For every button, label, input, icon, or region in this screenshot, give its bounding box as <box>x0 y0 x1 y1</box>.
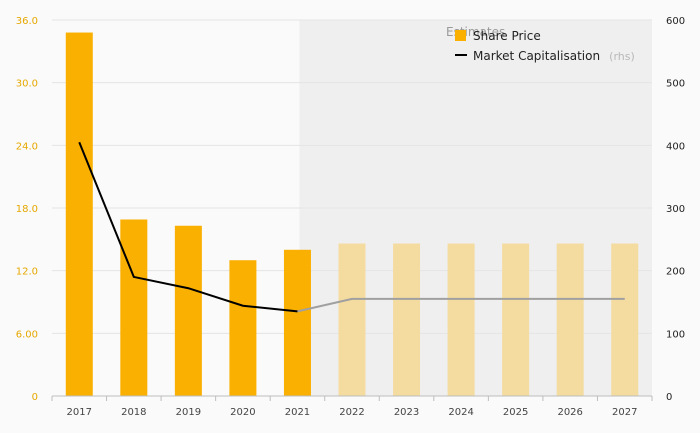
axes: 2017 2018 2019 2020 2021 2022 2023 2024 2025 2026… <box>16 16 685 418</box>
x-tick-label: 2018 <box>121 407 146 418</box>
right-tick-label: 100 <box>666 329 685 340</box>
right-tick-label: 300 <box>666 204 685 215</box>
share-price-bar <box>283 249 311 396</box>
legend-label-share-price: Share Price <box>473 29 541 43</box>
share-price-bar <box>338 243 366 396</box>
market-cap-line-actual <box>78 141 298 313</box>
legend-market-cap-suffix: (rhs) <box>609 50 635 63</box>
x-tick-label: 2022 <box>339 407 364 418</box>
x-tick-label: 2027 <box>612 407 637 418</box>
x-tick-label: 2021 <box>285 407 310 418</box>
left-tick-label: 6.00 <box>16 329 38 340</box>
legend: Share Price Market Capitalisation (rhs) <box>455 29 635 64</box>
left-tick-label: 36.0 <box>16 16 38 27</box>
left-tick-label: 24.0 <box>16 141 38 152</box>
x-tick-label: 2023 <box>394 407 419 418</box>
share-price-bar <box>65 32 93 397</box>
share-price-bar <box>229 260 257 396</box>
share-price-bar <box>393 243 421 396</box>
share-price-bar <box>174 225 202 396</box>
right-tick-label: 200 <box>666 267 685 278</box>
share-price-bars <box>65 32 639 397</box>
share-price-bar <box>611 243 639 396</box>
right-tick-label: 600 <box>666 16 685 27</box>
legend-market-cap-name: Market Capitalisation <box>473 49 600 63</box>
right-tick-label: 500 <box>666 79 685 90</box>
right-tick-label: 400 <box>666 141 685 152</box>
share-price-bar <box>556 243 584 396</box>
legend-swatch-share-price <box>455 30 466 41</box>
share-price-bar <box>120 219 148 396</box>
left-tick-label: 18.0 <box>16 204 38 215</box>
left-tick-label: 12.0 <box>16 267 38 278</box>
x-tick-label: 2024 <box>448 407 473 418</box>
legend-label-market-cap: Market Capitalisation (rhs) <box>473 45 635 64</box>
x-tick-label: 2020 <box>230 407 255 418</box>
x-tick-label: 2019 <box>176 407 201 418</box>
x-tick-label: 2017 <box>67 407 92 418</box>
left-tick-label: 0 <box>32 392 38 403</box>
x-tick-label: 2026 <box>557 407 582 418</box>
right-tick-label: 0 <box>666 392 672 403</box>
left-tick-label: 30.0 <box>16 79 38 90</box>
market-cap-line <box>78 141 625 313</box>
market-cap-line-estimate <box>297 297 625 313</box>
share-price-bar <box>447 243 475 396</box>
x-tick-label: 2025 <box>503 407 528 418</box>
share-price-bar <box>502 243 530 396</box>
